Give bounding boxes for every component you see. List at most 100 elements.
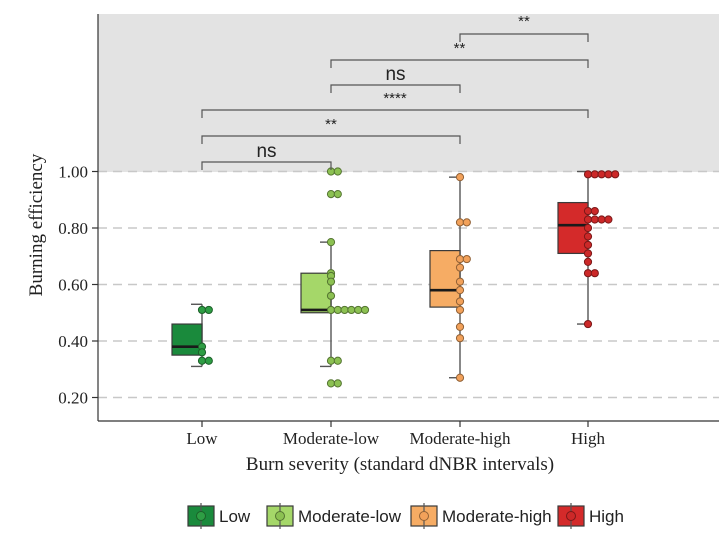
bracket-line — [201, 135, 461, 144]
significance-shaded-region — [98, 14, 719, 172]
bracket-line — [459, 33, 589, 42]
data-point — [455, 297, 465, 306]
significance-label: ns — [385, 64, 405, 85]
significance-bracket: ns — [330, 64, 461, 93]
data-point — [597, 170, 606, 179]
legend-item-low: Low — [187, 503, 251, 529]
data-point — [340, 305, 349, 315]
legend-item-moderate-high: Moderate-high — [410, 503, 552, 529]
x-ticks: Low Moderate-low Moderate-high High — [186, 421, 606, 448]
box-iqr — [557, 201, 589, 255]
data-point — [455, 254, 465, 264]
data-point — [326, 277, 336, 286]
data-point — [455, 277, 465, 286]
data-point — [583, 269, 593, 278]
data-point — [326, 356, 336, 365]
x-tick-label: Low — [186, 429, 218, 448]
significance-bracket: ns — [201, 141, 332, 170]
legend-key-point — [566, 511, 576, 521]
data-point — [583, 206, 593, 216]
legend-item-high: High — [557, 503, 624, 529]
data-point — [455, 334, 465, 343]
bracket-line — [330, 84, 461, 93]
x-tick-label: Moderate-low — [283, 429, 380, 448]
data-point — [611, 170, 620, 179]
data-point — [333, 167, 342, 176]
data-point — [604, 215, 613, 224]
data-point — [333, 356, 342, 365]
legend-label: High — [589, 507, 624, 526]
data-point — [326, 238, 336, 247]
significance-bracket: **** — [201, 90, 589, 118]
data-point — [326, 190, 336, 199]
data-point — [455, 173, 465, 182]
data-point — [333, 305, 342, 315]
significance-label: ** — [518, 13, 530, 30]
data-point — [455, 263, 465, 272]
significance-label: ** — [325, 116, 337, 133]
data-point — [597, 215, 606, 224]
significance-bracket: ** — [201, 116, 461, 144]
bracket-line — [201, 109, 589, 118]
data-point — [583, 257, 593, 266]
data-points — [197, 167, 620, 388]
y-tick-label: 0.80 — [58, 219, 88, 238]
data-point — [333, 190, 342, 199]
data-point — [590, 269, 599, 278]
legend-key-point — [419, 511, 429, 521]
data-point — [360, 305, 370, 315]
data-point — [204, 305, 213, 315]
y-ticks: 0.20 0.40 0.60 0.80 1.00 — [58, 163, 98, 408]
legend-label: Moderate-high — [442, 507, 552, 526]
data-point — [455, 305, 465, 315]
data-point — [583, 170, 593, 179]
significance-bracket: ** — [459, 13, 589, 42]
significance-label: ** — [454, 40, 466, 57]
data-point — [455, 322, 465, 331]
box-iqr — [171, 323, 203, 356]
data-point — [604, 170, 613, 179]
x-axis-label: Burn severity (standard dNBR intervals) — [246, 454, 554, 475]
data-point — [326, 291, 336, 300]
data-point — [347, 305, 356, 315]
data-point — [583, 249, 593, 258]
significance-bracket: ** — [330, 40, 589, 68]
legend-label: Moderate-low — [298, 507, 402, 526]
box-iqr — [429, 250, 461, 308]
legend-key-point — [275, 511, 285, 521]
legend: Low Moderate-low Moderate-high High — [187, 503, 624, 529]
x-tick-label: Moderate-high — [409, 429, 511, 448]
data-point — [583, 319, 593, 329]
data-point — [590, 215, 599, 224]
legend-key-point — [196, 511, 206, 521]
x-tick-label: High — [571, 429, 606, 448]
significance-label: **** — [383, 90, 407, 107]
data-point — [462, 218, 471, 227]
data-point — [197, 348, 207, 357]
data-point — [455, 218, 465, 227]
legend-label: Low — [219, 507, 251, 526]
data-point — [583, 240, 593, 250]
legend-item-moderate-low: Moderate-low — [266, 503, 402, 529]
bracket-line — [201, 161, 332, 170]
data-point — [333, 379, 342, 388]
y-tick-label: 0.40 — [58, 332, 88, 351]
data-point — [590, 206, 599, 216]
data-point — [326, 379, 336, 388]
significance-brackets: ns******ns**** — [201, 13, 589, 170]
data-point — [197, 356, 207, 365]
data-point — [197, 305, 207, 315]
y-tick-label: 1.00 — [58, 163, 88, 182]
data-point — [583, 232, 593, 241]
y-tick-label: 0.60 — [58, 276, 88, 295]
data-point — [455, 373, 465, 382]
y-tick-label: 0.20 — [58, 389, 88, 408]
data-point — [326, 305, 336, 315]
data-point — [583, 223, 593, 233]
box-iqr — [300, 272, 332, 314]
data-point — [455, 286, 465, 295]
data-point — [462, 254, 471, 264]
data-point — [204, 356, 213, 365]
y-axis-label: Burning efficiency — [26, 153, 47, 296]
